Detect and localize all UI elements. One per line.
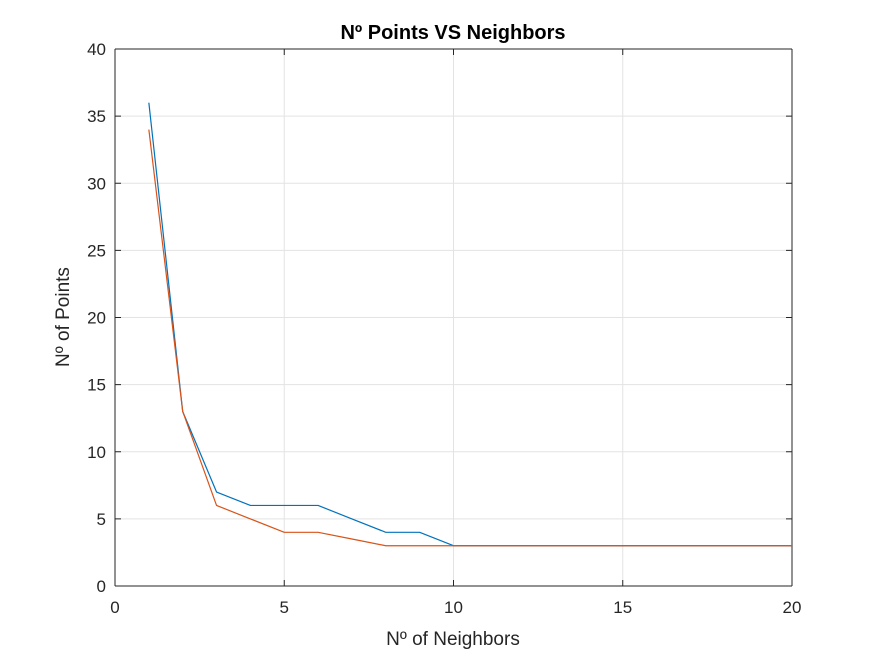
y-tick-label: 0 xyxy=(97,577,106,596)
y-tick-label: 25 xyxy=(87,241,106,260)
y-tick-label: 20 xyxy=(87,309,106,328)
x-axis-label: Nº of Neighbors xyxy=(386,629,520,650)
chart-title: Nº Points VS Neighbors xyxy=(340,22,565,44)
series-layer xyxy=(148,102,792,547)
x-tick-label: 0 xyxy=(110,598,119,617)
ticks-layer: 0 5 10 15 20 0 5 10 15 20 25 30 35 40 xyxy=(87,40,801,617)
y-axis-label: Nº of Points xyxy=(53,267,74,367)
y-tick-label: 5 xyxy=(97,510,106,529)
y-tick-label: 35 xyxy=(87,107,106,126)
series-line-1 xyxy=(148,102,792,547)
x-tick-label: 5 xyxy=(280,598,289,617)
y-tick-label: 15 xyxy=(87,376,106,395)
x-tick-label: 15 xyxy=(613,598,632,617)
y-tick-label: 10 xyxy=(87,443,106,462)
x-tick-label: 10 xyxy=(444,598,463,617)
y-tick-label: 30 xyxy=(87,174,106,193)
series-line-2 xyxy=(148,129,792,547)
x-tick-label: 20 xyxy=(783,598,802,617)
y-tick-label: 40 xyxy=(87,40,106,59)
